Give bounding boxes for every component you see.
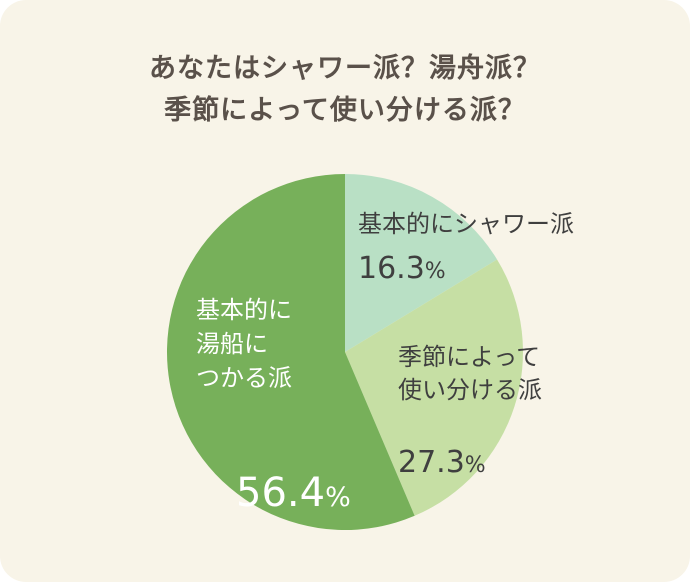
slice-3-value-label: 56.4% [236, 470, 351, 516]
pie-slice-2 [345, 259, 523, 516]
slice-2-label-line-2: 使い分ける派 [398, 376, 542, 404]
slice-3-value-number: 56.4 [236, 470, 325, 516]
slice-2-value-label: 27.3% [398, 445, 486, 480]
pie-slice-3 [166, 173, 415, 530]
chart-title-line-2: 季節によって使い分ける派？ [164, 95, 526, 126]
slice-1-value-number: 16.3 [358, 251, 425, 286]
pie-slices [166, 173, 523, 530]
slice-3-label-line-1: 基本的に [196, 296, 292, 324]
slice-2-value-unit: % [465, 453, 486, 478]
slice-1-value-label: 16.3% [358, 251, 446, 286]
slice-2-label-line-1: 季節によって [398, 343, 540, 371]
slice-1-value-unit: % [425, 259, 446, 284]
slice-3-label-line-3: つかる派 [196, 364, 292, 392]
pie-slice-1 [345, 174, 498, 352]
chart-title-line-1: あなたはシャワー派？湯舟派？ [149, 53, 541, 84]
chart-title: あなたはシャワー派？湯舟派？ 季節によって使い分ける派？ [0, 48, 690, 132]
pie-labels: 基本的にシャワー派 16.3% 季節によって使い分ける派 27.3% 基本的に湯船につか… [196, 210, 574, 516]
slice-3-label-line-2: 湯船に [196, 330, 268, 358]
slice-2-value-number: 27.3 [398, 445, 465, 480]
slice-3-value-unit: % [325, 482, 351, 513]
slice-1-label-line-1: 基本的にシャワー派 [358, 210, 574, 238]
